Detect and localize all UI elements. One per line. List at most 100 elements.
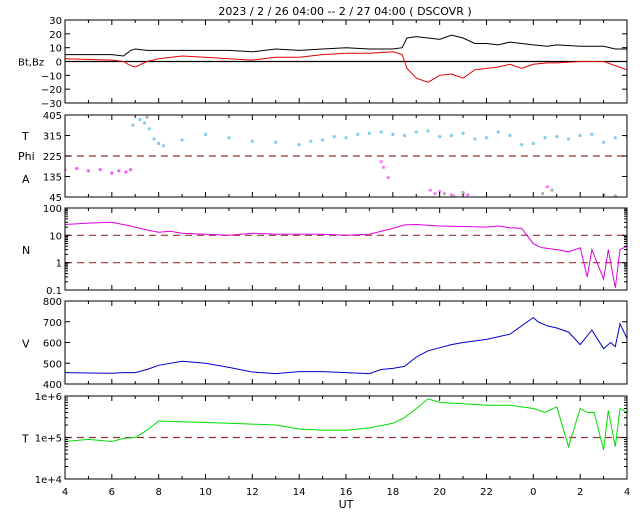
- x-tick-label: 16: [340, 487, 353, 498]
- y-tick-label: 10: [49, 231, 62, 242]
- data-point: [590, 132, 594, 136]
- data-point: [145, 115, 149, 119]
- x-tick-label: 0: [530, 487, 536, 498]
- y-tick-label: 10: [49, 44, 62, 55]
- data-point: [520, 143, 524, 147]
- chart-title: 2023 / 2 / 26 04:00 -- 2 / 27 04:00 ( DS…: [218, 5, 471, 18]
- y-tick-label: 225: [43, 152, 62, 163]
- data-point: [250, 139, 254, 143]
- data-point: [466, 193, 470, 197]
- x-axis: 4 6 8 10 12 14 16 18 20 22 0 2 4: [62, 487, 630, 498]
- data-point: [274, 140, 278, 144]
- data-point: [508, 133, 512, 138]
- data-point: [438, 135, 442, 139]
- data-point: [180, 138, 184, 142]
- data-point: [545, 185, 549, 189]
- y-axis-label: N: [22, 244, 30, 257]
- y-tick-label: −20: [41, 85, 62, 96]
- data-point: [98, 168, 102, 172]
- data-point: [426, 129, 430, 133]
- data-point: [531, 141, 535, 146]
- y-axis-label-phi: Phi: [18, 150, 35, 163]
- data-point: [402, 133, 407, 138]
- data-point: [157, 141, 161, 146]
- series-line-bz: [65, 51, 627, 83]
- y-tick-label: 0.1: [46, 286, 62, 297]
- panel-theta-phi: 405 315 225 135 45 T Phi A: [18, 111, 628, 204]
- x-tick-label: 4: [62, 487, 68, 498]
- y-tick-label: 1e+6: [35, 392, 62, 403]
- data-point: [473, 137, 477, 141]
- x-axis-label: UT: [339, 498, 354, 511]
- y-axis-label: V: [22, 338, 30, 351]
- series-line-tp: [65, 398, 627, 451]
- y-tick-label: 1e+5: [35, 434, 62, 445]
- y-axis-label: T: [21, 433, 29, 446]
- series-points-phi-grey-: [145, 115, 617, 197]
- x-tick-label: 20: [433, 487, 446, 498]
- y-tick-label: 800: [43, 297, 62, 308]
- data-point: [381, 165, 386, 169]
- data-point: [442, 191, 446, 196]
- y-tick-label: 20: [49, 30, 62, 41]
- data-point: [297, 143, 301, 147]
- data-point: [438, 189, 442, 193]
- data-point: [75, 166, 79, 171]
- y-tick-label: 405: [43, 111, 62, 122]
- y-tick-label: 1e+4: [35, 475, 62, 486]
- data-point: [309, 139, 313, 143]
- data-point: [227, 136, 231, 140]
- data-point: [550, 188, 554, 192]
- data-point: [484, 136, 489, 140]
- x-tick-label: 2: [577, 487, 583, 498]
- data-point: [496, 130, 500, 134]
- data-point: [379, 130, 383, 134]
- series-line-v: [65, 316, 627, 375]
- data-point: [332, 135, 336, 139]
- data-point: [601, 140, 606, 144]
- y-tick-label: 100: [43, 204, 62, 215]
- data-point: [386, 176, 390, 180]
- x-tick-label: 10: [199, 487, 212, 498]
- data-point: [147, 127, 151, 131]
- data-point: [578, 133, 582, 138]
- data-point: [391, 132, 395, 136]
- data-point: [566, 137, 571, 141]
- data-point: [203, 132, 208, 136]
- series-points-phi-early-: [65, 166, 133, 175]
- data-point: [320, 138, 325, 142]
- panel-magnetic-field: 30 20 10 0 −10 −20 −30 Bt,Bz: [18, 16, 628, 110]
- panel-speed: 800 700 600 500 400 V: [22, 297, 628, 391]
- y-tick-label: −30: [41, 99, 62, 110]
- y-tick-label: 30: [49, 16, 62, 27]
- data-point: [86, 169, 91, 173]
- y-tick-label: 1: [56, 259, 62, 270]
- panel-temperature: 1e+6 1e+5 1e+4 T: [21, 392, 628, 486]
- y-tick-label: 135: [43, 173, 62, 184]
- series-line-bt: [65, 34, 627, 57]
- panel-frame: [64, 207, 628, 291]
- data-point: [433, 191, 437, 196]
- panel-density: 100 10 1 0.1 N: [22, 204, 628, 297]
- data-point: [152, 137, 156, 141]
- data-point: [124, 170, 128, 174]
- data-point: [461, 131, 465, 135]
- x-tick-label: 6: [109, 487, 115, 498]
- data-point: [449, 133, 453, 138]
- data-point: [379, 160, 383, 164]
- data-point: [452, 194, 456, 197]
- series-points-phi: [131, 117, 627, 148]
- y-tick-label: 400: [43, 380, 62, 391]
- data-point: [356, 132, 360, 136]
- y-tick-label: 0: [56, 58, 62, 69]
- data-point: [414, 130, 418, 134]
- data-point: [110, 171, 114, 175]
- y-tick-label: −10: [41, 71, 62, 82]
- data-point: [461, 190, 465, 195]
- data-point: [143, 121, 147, 125]
- data-point: [613, 136, 617, 140]
- data-point: [428, 188, 432, 192]
- series-points-phi-low-: [379, 160, 549, 197]
- y-axis-label-a: A: [22, 173, 30, 186]
- y-tick-label: 315: [43, 132, 62, 143]
